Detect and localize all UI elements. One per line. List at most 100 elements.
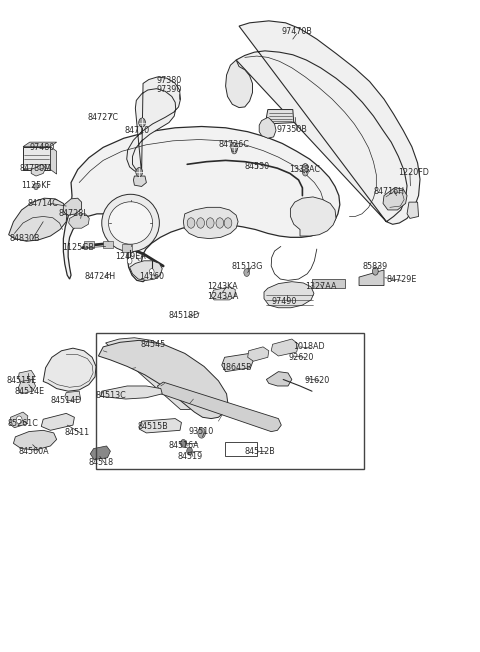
Polygon shape xyxy=(359,270,384,286)
Polygon shape xyxy=(23,147,50,170)
Text: 84545: 84545 xyxy=(141,340,166,349)
Polygon shape xyxy=(10,412,28,428)
Text: 91620: 91620 xyxy=(304,376,329,385)
Circle shape xyxy=(197,218,204,228)
Text: 97490: 97490 xyxy=(272,297,297,306)
Text: 84515E: 84515E xyxy=(7,376,37,385)
Text: 84530: 84530 xyxy=(245,162,270,171)
Polygon shape xyxy=(63,198,82,215)
Polygon shape xyxy=(271,339,299,356)
Text: 84830B: 84830B xyxy=(10,234,40,243)
Text: 1338AC: 1338AC xyxy=(289,165,320,174)
Text: 84518D: 84518D xyxy=(168,311,200,320)
Polygon shape xyxy=(211,287,235,300)
Circle shape xyxy=(372,267,378,275)
Polygon shape xyxy=(63,126,340,282)
Text: 93510: 93510 xyxy=(189,427,214,436)
Polygon shape xyxy=(18,379,36,394)
Text: 84518: 84518 xyxy=(88,458,113,467)
Text: 84516A: 84516A xyxy=(168,441,199,451)
Polygon shape xyxy=(18,370,35,383)
Polygon shape xyxy=(139,419,181,433)
Text: 84729E: 84729E xyxy=(386,274,417,284)
Text: 1125GB: 1125GB xyxy=(62,243,94,252)
Circle shape xyxy=(244,269,250,276)
Polygon shape xyxy=(226,60,252,108)
Polygon shape xyxy=(50,147,57,174)
Polygon shape xyxy=(43,348,96,391)
Polygon shape xyxy=(157,382,281,432)
Text: 84714C: 84714C xyxy=(28,199,59,208)
Text: 1018AD: 1018AD xyxy=(293,342,325,351)
Polygon shape xyxy=(101,386,162,399)
Circle shape xyxy=(216,218,224,228)
Text: 84716H: 84716H xyxy=(373,187,404,196)
Circle shape xyxy=(302,168,308,176)
Text: 97480: 97480 xyxy=(30,143,55,152)
Text: 1220FD: 1220FD xyxy=(398,168,429,177)
Text: 84514E: 84514E xyxy=(15,387,45,396)
Polygon shape xyxy=(41,413,74,430)
Text: 84728L: 84728L xyxy=(58,209,88,218)
Text: 84513C: 84513C xyxy=(96,391,127,400)
Text: 85261C: 85261C xyxy=(8,419,38,428)
Circle shape xyxy=(187,447,192,455)
Circle shape xyxy=(136,168,143,177)
Text: 84727C: 84727C xyxy=(88,113,119,122)
Polygon shape xyxy=(31,164,46,176)
Bar xyxy=(103,241,113,248)
Polygon shape xyxy=(23,142,57,147)
Ellipse shape xyxy=(102,194,159,252)
Polygon shape xyxy=(290,197,336,236)
Polygon shape xyxy=(383,188,407,210)
Ellipse shape xyxy=(108,201,153,244)
Circle shape xyxy=(180,439,186,447)
Bar xyxy=(84,241,94,248)
Text: 1249EA: 1249EA xyxy=(115,252,146,261)
Text: 84710: 84710 xyxy=(124,126,149,135)
Circle shape xyxy=(206,218,214,228)
Text: 84724H: 84724H xyxy=(84,272,115,281)
Text: 84514D: 84514D xyxy=(50,396,82,405)
Text: 14160: 14160 xyxy=(139,272,164,281)
Text: 97470B: 97470B xyxy=(281,27,312,37)
Text: 84780M: 84780M xyxy=(20,164,52,173)
Circle shape xyxy=(127,258,132,264)
Polygon shape xyxy=(266,372,292,386)
Circle shape xyxy=(231,146,237,154)
Polygon shape xyxy=(127,77,180,173)
Bar xyxy=(122,244,132,252)
Text: 81513G: 81513G xyxy=(231,261,263,271)
Text: 97390: 97390 xyxy=(156,85,181,95)
Text: 1327AA: 1327AA xyxy=(305,282,336,291)
Text: 1125KF: 1125KF xyxy=(21,181,51,190)
Polygon shape xyxy=(130,261,162,280)
Text: 84515B: 84515B xyxy=(137,422,168,431)
Polygon shape xyxy=(133,176,146,186)
Circle shape xyxy=(198,428,205,438)
Circle shape xyxy=(231,143,238,152)
Circle shape xyxy=(224,218,232,228)
Polygon shape xyxy=(9,198,67,241)
Circle shape xyxy=(34,183,38,190)
Polygon shape xyxy=(98,340,228,419)
Text: 84560A: 84560A xyxy=(18,447,49,456)
Text: 84511: 84511 xyxy=(64,428,89,437)
Circle shape xyxy=(139,118,145,127)
Text: 97380: 97380 xyxy=(156,76,181,85)
Polygon shape xyxy=(69,214,89,228)
Polygon shape xyxy=(65,391,81,401)
Polygon shape xyxy=(266,110,294,124)
Polygon shape xyxy=(106,338,205,409)
Circle shape xyxy=(187,218,195,228)
Text: 1243KA: 1243KA xyxy=(207,282,238,291)
Polygon shape xyxy=(264,282,314,308)
Polygon shape xyxy=(13,430,57,450)
Text: 84512B: 84512B xyxy=(245,447,276,456)
Text: 1243AA: 1243AA xyxy=(207,292,239,301)
Circle shape xyxy=(16,416,22,424)
Polygon shape xyxy=(407,202,419,218)
Circle shape xyxy=(149,269,154,275)
Polygon shape xyxy=(90,446,110,460)
Bar xyxy=(96,333,364,469)
